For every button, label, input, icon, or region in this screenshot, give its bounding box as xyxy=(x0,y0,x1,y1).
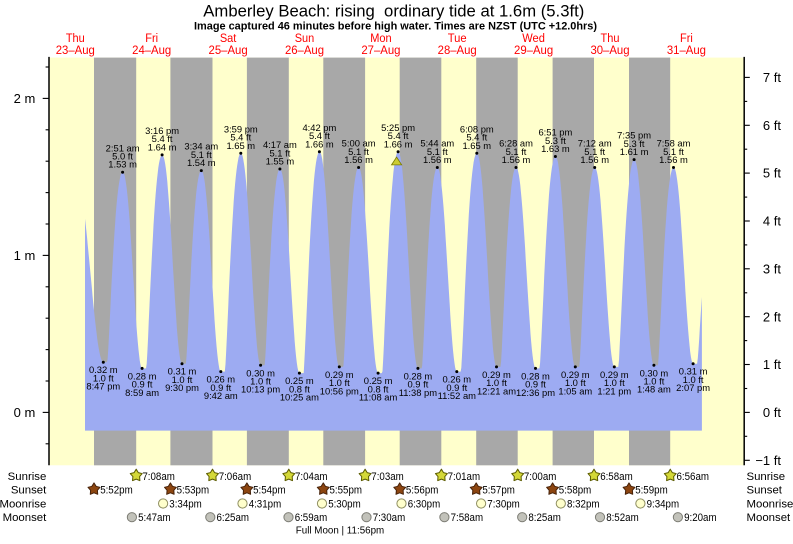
svg-text:10:56 pm: 10:56 pm xyxy=(320,385,359,396)
svg-text:Moonset: Moonset xyxy=(747,512,792,524)
svg-text:1.56 m: 1.56 m xyxy=(580,154,609,165)
svg-text:27–Aug: 27–Aug xyxy=(361,43,400,57)
svg-text:10:25 am: 10:25 am xyxy=(280,392,319,403)
svg-text:7:06am: 7:06am xyxy=(219,471,252,483)
svg-text:9:20am: 9:20am xyxy=(684,512,717,524)
svg-text:Sunrise: Sunrise xyxy=(8,471,47,483)
svg-text:8:52am: 8:52am xyxy=(606,512,639,524)
svg-text:1.66 m: 1.66 m xyxy=(305,138,334,149)
svg-text:6:59am: 6:59am xyxy=(295,512,328,524)
svg-text:1.56 m: 1.56 m xyxy=(659,154,688,165)
svg-text:5:58pm: 5:58pm xyxy=(559,485,592,497)
svg-text:0 m: 0 m xyxy=(14,405,36,420)
svg-text:8:59 am: 8:59 am xyxy=(125,387,159,398)
svg-text:7:04am: 7:04am xyxy=(295,471,328,483)
svg-text:6 ft: 6 ft xyxy=(763,118,781,133)
svg-text:5:52pm: 5:52pm xyxy=(100,485,133,497)
svg-text:6:30pm: 6:30pm xyxy=(408,498,441,510)
svg-text:2:07 pm: 2:07 pm xyxy=(676,382,710,393)
svg-text:30–Aug: 30–Aug xyxy=(590,43,629,57)
svg-text:7:03am: 7:03am xyxy=(371,471,404,483)
svg-text:7:58am: 7:58am xyxy=(451,512,484,524)
svg-text:Sunset: Sunset xyxy=(747,485,783,497)
svg-text:1.56 m: 1.56 m xyxy=(423,154,452,165)
svg-text:7:00am: 7:00am xyxy=(524,471,557,483)
svg-text:2 m: 2 m xyxy=(14,91,36,106)
svg-text:7:01am: 7:01am xyxy=(448,471,481,483)
svg-text:29–Aug: 29–Aug xyxy=(514,43,553,57)
svg-text:5:47am: 5:47am xyxy=(138,512,171,524)
svg-text:1.65 m: 1.65 m xyxy=(462,140,491,151)
svg-text:5:30pm: 5:30pm xyxy=(328,498,361,510)
svg-text:4 ft: 4 ft xyxy=(763,214,781,229)
svg-text:1:05 am: 1:05 am xyxy=(558,385,592,396)
svg-text:7:30pm: 7:30pm xyxy=(487,498,520,510)
svg-text:4:31pm: 4:31pm xyxy=(249,498,282,510)
svg-text:24–Aug: 24–Aug xyxy=(132,43,171,57)
svg-text:1.64 m: 1.64 m xyxy=(148,141,177,152)
svg-text:−1 ft: −1 ft xyxy=(755,453,781,468)
svg-text:1.61 m: 1.61 m xyxy=(620,146,649,157)
svg-text:7:08am: 7:08am xyxy=(142,471,175,483)
svg-text:1.55 m: 1.55 m xyxy=(266,156,295,167)
svg-text:Full Moon | 11:56pm: Full Moon | 11:56pm xyxy=(296,525,384,536)
svg-text:1.54 m: 1.54 m xyxy=(187,157,216,168)
svg-text:9:30 pm: 9:30 pm xyxy=(165,382,199,393)
svg-text:5:57pm: 5:57pm xyxy=(482,485,515,497)
svg-text:3 ft: 3 ft xyxy=(763,261,781,276)
svg-text:5:55pm: 5:55pm xyxy=(330,485,363,497)
svg-text:11:52 am: 11:52 am xyxy=(438,390,477,401)
svg-text:9:42 am: 9:42 am xyxy=(204,390,238,401)
svg-text:5:59pm: 5:59pm xyxy=(635,485,668,497)
svg-text:12:36 pm: 12:36 pm xyxy=(516,387,555,398)
svg-text:1.56 m: 1.56 m xyxy=(502,154,531,165)
svg-text:8:25am: 8:25am xyxy=(528,512,561,524)
svg-text:7 ft: 7 ft xyxy=(763,70,781,85)
svg-text:1.66 m: 1.66 m xyxy=(384,138,413,149)
svg-text:5:53pm: 5:53pm xyxy=(177,485,210,497)
svg-text:12:21 am: 12:21 am xyxy=(477,385,516,396)
svg-text:25–Aug: 25–Aug xyxy=(209,43,248,57)
svg-text:1.53 m: 1.53 m xyxy=(108,159,137,170)
svg-text:8:32pm: 8:32pm xyxy=(567,498,600,510)
svg-text:1:21 pm: 1:21 pm xyxy=(597,385,631,396)
svg-text:1 ft: 1 ft xyxy=(763,357,781,372)
svg-text:Amberley Beach: rising ordina: Amberley Beach: rising ordinary tide at … xyxy=(203,2,584,21)
svg-text:1:48 am: 1:48 am xyxy=(637,384,671,395)
svg-text:5:54pm: 5:54pm xyxy=(253,485,286,497)
svg-text:5 ft: 5 ft xyxy=(763,166,781,181)
svg-text:6:25am: 6:25am xyxy=(217,512,250,524)
svg-text:1 m: 1 m xyxy=(14,248,36,263)
svg-text:Sunrise: Sunrise xyxy=(747,471,786,483)
svg-text:8:47 pm: 8:47 pm xyxy=(86,381,120,392)
svg-text:9:34pm: 9:34pm xyxy=(647,498,680,510)
svg-text:6:58am: 6:58am xyxy=(600,471,633,483)
svg-text:10:13 pm: 10:13 pm xyxy=(241,384,280,395)
svg-text:31–Aug: 31–Aug xyxy=(667,43,706,57)
svg-text:Sunset: Sunset xyxy=(11,485,47,497)
svg-text:28–Aug: 28–Aug xyxy=(438,43,477,57)
svg-text:1.63 m: 1.63 m xyxy=(541,143,570,154)
svg-text:11:08 am: 11:08 am xyxy=(359,392,398,403)
svg-text:5:56pm: 5:56pm xyxy=(406,485,439,497)
svg-text:1.56 m: 1.56 m xyxy=(344,154,373,165)
svg-text:7:30am: 7:30am xyxy=(373,512,406,524)
svg-text:0 ft: 0 ft xyxy=(763,405,781,420)
svg-text:2 ft: 2 ft xyxy=(763,309,781,324)
svg-text:Moonset: Moonset xyxy=(3,512,48,524)
svg-text:3:34pm: 3:34pm xyxy=(169,498,202,510)
svg-text:Moonrise: Moonrise xyxy=(747,498,793,510)
svg-text:11:38 pm: 11:38 pm xyxy=(399,387,438,398)
svg-text:6:56am: 6:56am xyxy=(677,471,710,483)
svg-text:Moonrise: Moonrise xyxy=(0,498,46,510)
svg-text:1.65 m: 1.65 m xyxy=(226,140,255,151)
svg-text:23–Aug: 23–Aug xyxy=(56,43,95,57)
svg-text:26–Aug: 26–Aug xyxy=(285,43,324,57)
